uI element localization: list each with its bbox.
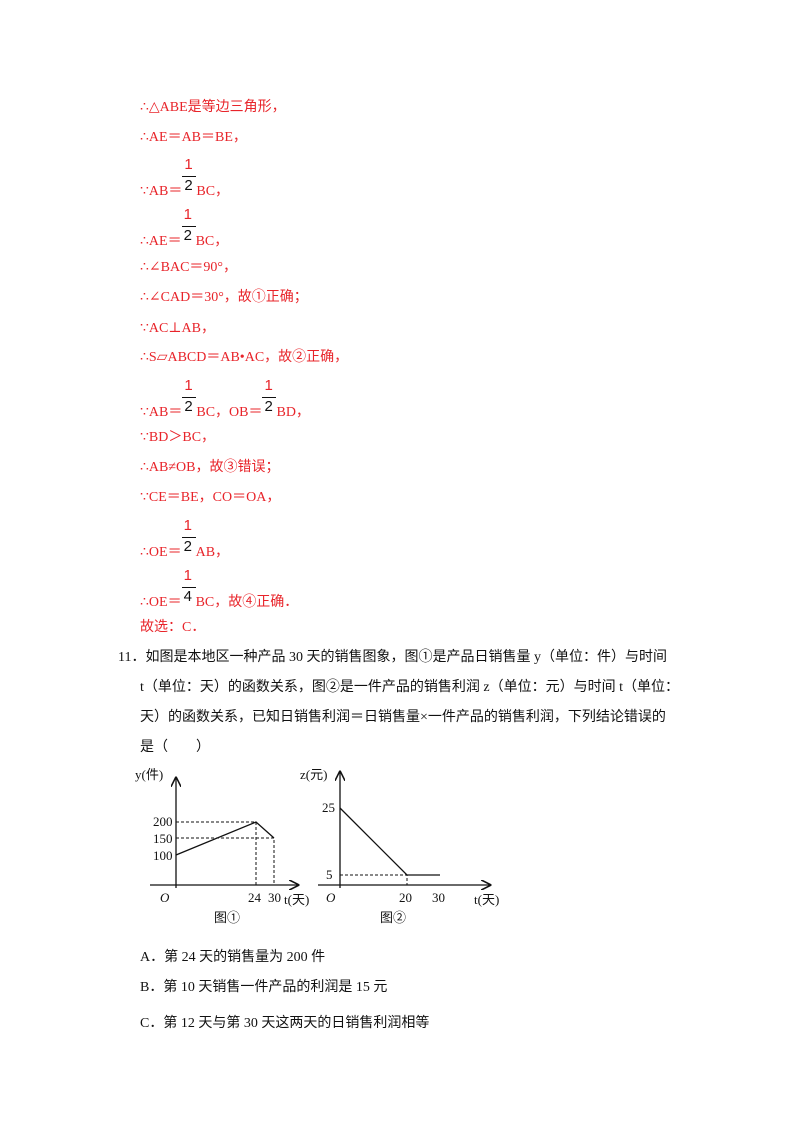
solution-line: ∴△ABE是等边三角形， [140, 100, 286, 116]
fraction-bar [181, 226, 196, 227]
text: ∵AB＝ [140, 184, 183, 199]
x-tick: 30 [432, 890, 445, 905]
text: AB， [195, 545, 230, 560]
y-label: y(件) [135, 767, 163, 782]
solution-line: ∵AB＝ 1 2 BC， [140, 157, 230, 200]
solution-line: ∴∠CAD＝30°，故①正确； [140, 290, 308, 306]
solution-line: ∴OE＝ 1 2 AB， [140, 518, 230, 561]
text: ∴AE＝AB＝BE， [140, 130, 247, 145]
y-tick: 5 [326, 867, 333, 882]
text: BD， [276, 405, 310, 420]
caption: 图② [380, 910, 406, 925]
text: BC， [196, 184, 230, 199]
text: ∴△ABE是等边三角形， [140, 100, 286, 115]
text: ∴AE＝ [140, 234, 182, 249]
text: ∴OE＝ [140, 545, 182, 560]
solution-line: ∵BD＞BC， [140, 430, 215, 446]
text: ∵CE＝BE，CO＝OA， [140, 490, 281, 505]
text: ∴S▱ABCD＝AB•AC，故②正确， [140, 350, 349, 365]
text: ∵AB＝ [140, 405, 183, 420]
caption: 图① [214, 910, 240, 925]
graph-line [175, 821, 275, 856]
numerator: 1 [184, 377, 193, 394]
numerator: 1 [183, 517, 192, 534]
guide-lines [176, 821, 275, 885]
denominator: 2 [183, 227, 192, 244]
text: BC，故④正确． [195, 595, 299, 610]
solution-line: ∴S▱ABCD＝AB•AC，故②正确， [140, 350, 348, 366]
x-tick: 30 [268, 890, 281, 905]
y-tick: 150 [153, 831, 173, 846]
text: 故选：C． [140, 620, 206, 635]
question-line: 11．如图是本地区一种产品 30 天的销售图象，图①是产品日销售量 y（单位：件… [118, 650, 667, 665]
guide-lines [340, 874, 408, 885]
denominator: 4 [183, 588, 192, 605]
numerator: 1 [264, 377, 273, 394]
figure-1: y(件) 200 150 100 O 24 30 t(天) 图① [135, 767, 309, 925]
x-label: t(天) [474, 892, 499, 907]
y-tick: 100 [153, 848, 173, 863]
fraction-bar [181, 537, 196, 538]
text: BC，OB＝ [196, 405, 263, 420]
text: ∵BD＞BC， [140, 430, 216, 445]
y-tick: 200 [153, 814, 173, 829]
numerator: 1 [183, 567, 192, 584]
denominator: 2 [184, 398, 193, 415]
text: ∴∠CAD＝30°，故①正确； [140, 290, 308, 305]
x-tick: 24 [248, 890, 262, 905]
solution-line: ∵AC⊥AB， [140, 321, 215, 337]
option: A．第 24 天的销售量为 200 件 [140, 950, 326, 965]
y-tick: 25 [322, 800, 335, 815]
text: ∴OE＝ [140, 595, 182, 610]
denominator: 2 [183, 538, 192, 555]
fraction-bar [181, 587, 196, 588]
origin: O [160, 890, 170, 905]
numerator: 1 [184, 156, 193, 173]
denominator: 2 [264, 398, 273, 415]
solution-line: ∵AB＝ 1 2 BC，OB＝ 1 2 BD， [140, 378, 310, 421]
solution-line: ∴AE＝AB＝BE， [140, 130, 247, 146]
origin: O [326, 890, 336, 905]
question-line: 天）的函数关系，已知日销售利润＝日销售量×一件产品的销售利润，下列结论错误的 [140, 710, 666, 725]
solution-line: ∴∠BAC＝90°， [140, 260, 237, 276]
x-label: t(天) [284, 892, 309, 907]
question-line: t（单位：天）的函数关系，图②是一件产品的销售利润 z（单位：元）与时间 t（单… [140, 680, 679, 695]
text: ∴∠BAC＝90°， [140, 260, 238, 275]
denominator: 2 [184, 177, 193, 194]
y-label: z(元) [300, 767, 327, 782]
text: ∴AB≠OB，故③错误； [140, 460, 280, 475]
solution-line: ∴AE＝ 1 2 BC， [140, 207, 229, 250]
fraction-bar [262, 397, 277, 398]
graph-line [339, 807, 440, 876]
option: B．第 10 天销售一件产品的利润是 15 元 [140, 980, 388, 995]
fraction-bar [182, 176, 197, 177]
figure-2: z(元) 25 5 O 20 30 t(天) 图② [300, 767, 499, 925]
solution-line: ∴AB≠OB，故③错误； [140, 460, 280, 476]
solution-line: 故选：C． [140, 620, 205, 636]
solution-line: ∵CE＝BE，CO＝OA， [140, 490, 280, 506]
x-tick: 20 [399, 890, 412, 905]
numerator: 1 [183, 206, 192, 223]
text: ∵AC⊥AB， [140, 321, 215, 336]
solution-line: ∴OE＝ 1 4 BC，故④正确． [140, 568, 299, 611]
fraction-bar [182, 397, 197, 398]
option: C．第 12 天与第 30 天这两天的日销售利润相等 [140, 1016, 430, 1031]
question-line: 是（ ） [140, 740, 210, 755]
text: BC， [195, 234, 229, 249]
